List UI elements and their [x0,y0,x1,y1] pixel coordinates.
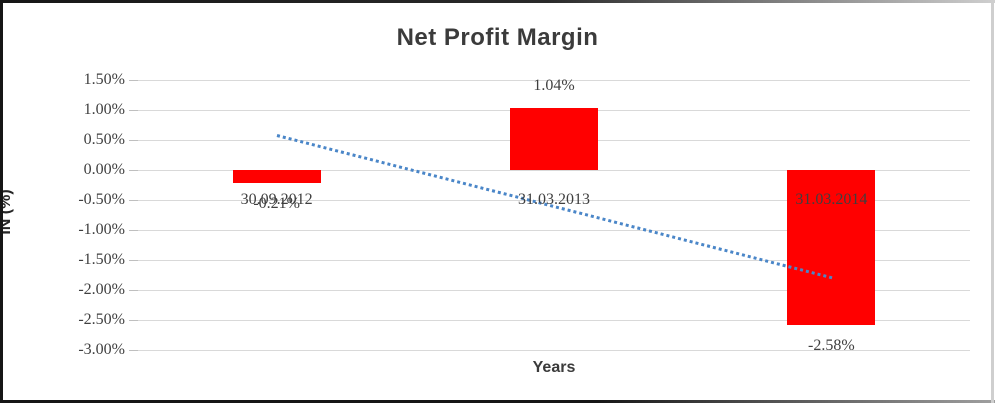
y-tick-label: 1.00% [83,101,125,118]
y-gridline [138,79,970,81]
x-category-label: 31.03.2013 [518,191,590,208]
y-axis-tickmark [129,229,138,231]
y-axis-tickmark [129,169,138,171]
y-axis-tickmark [129,109,138,111]
frame-top-border [0,0,995,3]
chart-title: Net Profit Margin [396,24,599,51]
y-tick-label: -2.00% [78,281,125,298]
bar-31.03.2013 [510,107,598,170]
y-tick-label: 0.00% [83,161,125,178]
bar-31.03.2014 [787,170,876,325]
y-axis-tickmark [129,349,138,351]
y-gridline [138,199,970,201]
y-gridline [138,349,970,351]
x-category-label: 30.09.2012 [240,191,313,208]
y-tick-label: -1.00% [78,221,125,238]
bar-data-label: 1.04% [533,76,575,94]
y-axis-tickmark [129,79,138,81]
y-tick-label: -3.00% [78,341,125,358]
y-tick-label: -2.50% [78,311,125,328]
y-gridline [138,229,970,231]
y-axis-tickmark [129,199,138,201]
y-gridline [138,319,970,321]
bar-30.09.2012 [232,170,321,183]
bar-data-label: -2.58% [808,336,855,354]
y-gridline [138,169,970,171]
y-tick-label: 1.50% [83,71,125,88]
y-axis-tickmark [129,319,138,321]
x-axis-title: Years [532,359,576,376]
y-tick-label: -0.50% [78,191,125,208]
y-gridline [138,259,970,261]
bar-data-label: -0.21% [253,194,300,212]
frame-bottom-border [0,400,995,403]
y-gridline [138,289,970,291]
y-axis-tickmark [129,259,138,261]
y-axis-tickmark [129,139,138,141]
frame-right-border [991,0,994,403]
y-tick-label: -1.50% [78,251,125,268]
frame-left-border [0,0,3,403]
y-axis-tickmark [129,289,138,291]
y-tick-label: 0.50% [83,131,125,148]
x-category-label: 31.03.2014 [795,191,868,208]
